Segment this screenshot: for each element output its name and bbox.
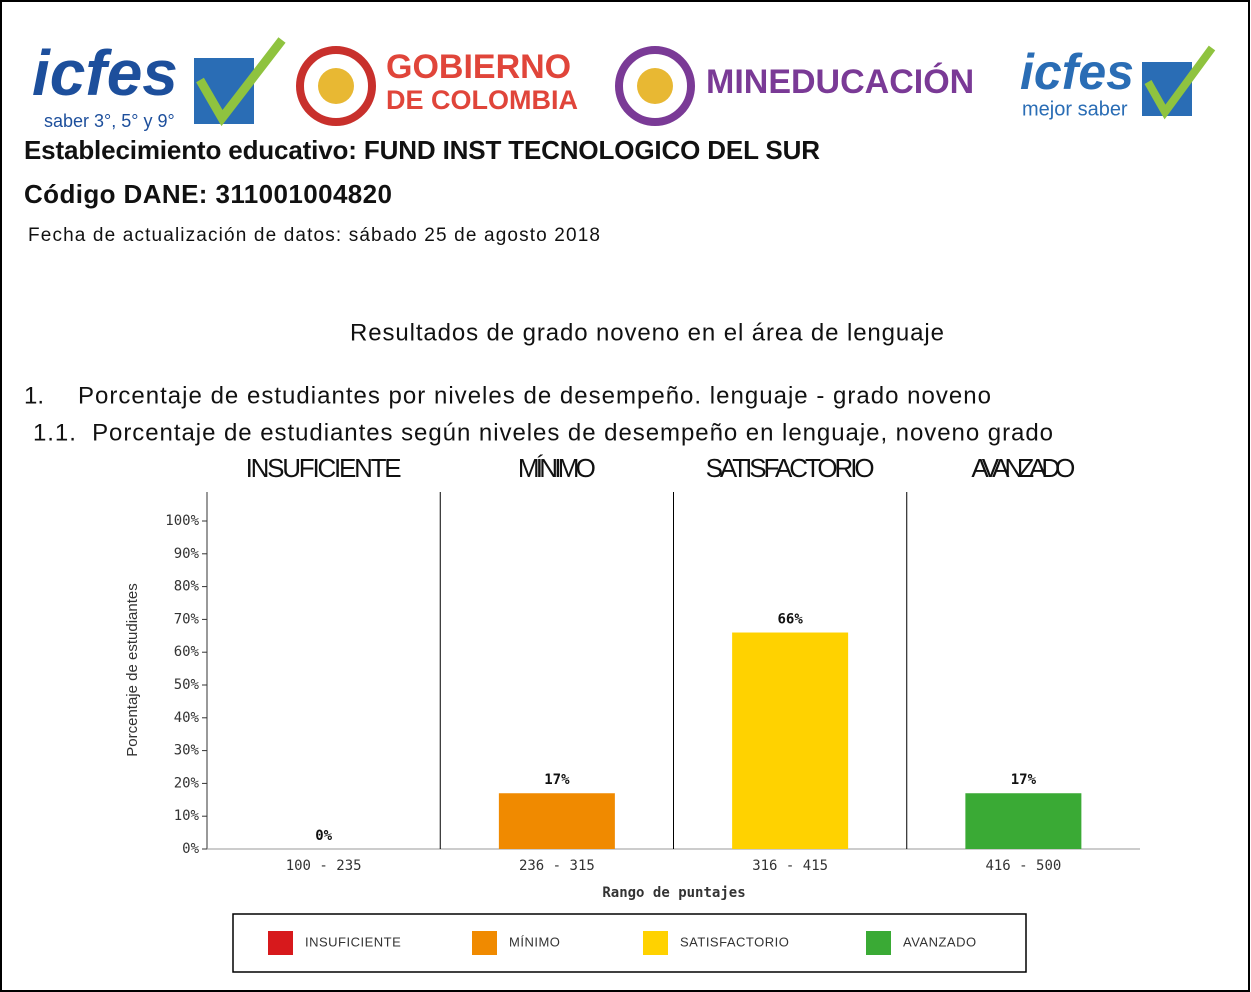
gobierno-text: DE COLOMBIA bbox=[386, 85, 578, 115]
y-tick-label: 60% bbox=[174, 644, 200, 660]
value-label: 0% bbox=[315, 828, 332, 844]
saber-text: saber 3°, 5° y 9° bbox=[44, 111, 175, 131]
seal-core bbox=[318, 68, 354, 104]
bar bbox=[732, 632, 849, 849]
check bbox=[1144, 45, 1216, 120]
y-axis-title: Porcentaje de estudiantes bbox=[124, 583, 141, 756]
section-title: Porcentaje de estudiantes por niveles de… bbox=[78, 382, 991, 409]
results-title: Resultados de grado noveno en el área de… bbox=[350, 319, 944, 346]
logos: icfes saber 3°, 5° y 9° GOBIERNO DE COLO… bbox=[32, 37, 1216, 131]
level-label: INSUFICIENTE bbox=[246, 453, 402, 483]
y-tick-label: 100% bbox=[165, 513, 199, 529]
y-tick-label: 80% bbox=[174, 579, 200, 595]
seal-core bbox=[637, 68, 673, 104]
y-tick-label: 20% bbox=[174, 775, 200, 791]
legend-swatch bbox=[268, 931, 293, 955]
gobierno-text: GOBIERNO bbox=[386, 48, 571, 86]
y-tick-label: 90% bbox=[174, 546, 200, 562]
mineducacion-text: MINEDUCACIÓN bbox=[706, 63, 974, 101]
legend-label: AVANZADO bbox=[903, 934, 977, 949]
check bbox=[196, 37, 286, 127]
x-tick-label: 100 - 235 bbox=[286, 858, 362, 874]
value-label: 17% bbox=[544, 772, 570, 788]
y-tick-label: 70% bbox=[174, 611, 200, 627]
icfes-logo: icfes bbox=[1020, 44, 1134, 100]
y-tick-label: 30% bbox=[174, 743, 200, 759]
y-tick-label: 50% bbox=[174, 677, 200, 693]
legend-swatch bbox=[472, 931, 497, 955]
legend-swatch bbox=[866, 931, 891, 955]
level-label: AVANZADO bbox=[971, 453, 1075, 483]
value-label: 66% bbox=[777, 612, 803, 628]
y-tick-label: 0% bbox=[182, 841, 199, 857]
legend-label: SATISFACTORIO bbox=[680, 934, 789, 949]
level-label: SATISFACTORIO bbox=[706, 453, 875, 483]
subsection-title: 1.1. Porcentaje de estudiantes según niv… bbox=[33, 419, 1053, 446]
y-tick-label: 40% bbox=[174, 710, 200, 726]
level-label: MÍNIMO bbox=[518, 453, 596, 483]
fecha: Fecha de actualización de datos: sábado … bbox=[28, 225, 600, 246]
legend-box bbox=[232, 913, 1027, 973]
x-axis-title: Rango de puntajes bbox=[602, 885, 745, 901]
value-label: 17% bbox=[1011, 772, 1037, 788]
x-tick-label: 416 - 500 bbox=[985, 858, 1061, 874]
legend-label: MÍNIMO bbox=[509, 934, 560, 949]
bar bbox=[498, 793, 615, 849]
section-number: 1. bbox=[24, 382, 44, 409]
legend-swatch bbox=[643, 931, 668, 955]
codigo: Código DANE: 311001004820 bbox=[24, 179, 392, 209]
icfes-logo: icfes bbox=[32, 37, 178, 109]
establecimiento: Establecimiento educativo: FUND INST TEC… bbox=[24, 135, 820, 165]
y-tick-label: 10% bbox=[174, 808, 200, 824]
mejor-saber-text: mejor saber bbox=[1022, 98, 1128, 120]
x-tick-label: 236 - 315 bbox=[519, 858, 595, 874]
bar bbox=[965, 793, 1082, 849]
x-tick-label: 316 - 415 bbox=[752, 858, 828, 874]
legend-label: INSUFICIENTE bbox=[305, 934, 401, 949]
